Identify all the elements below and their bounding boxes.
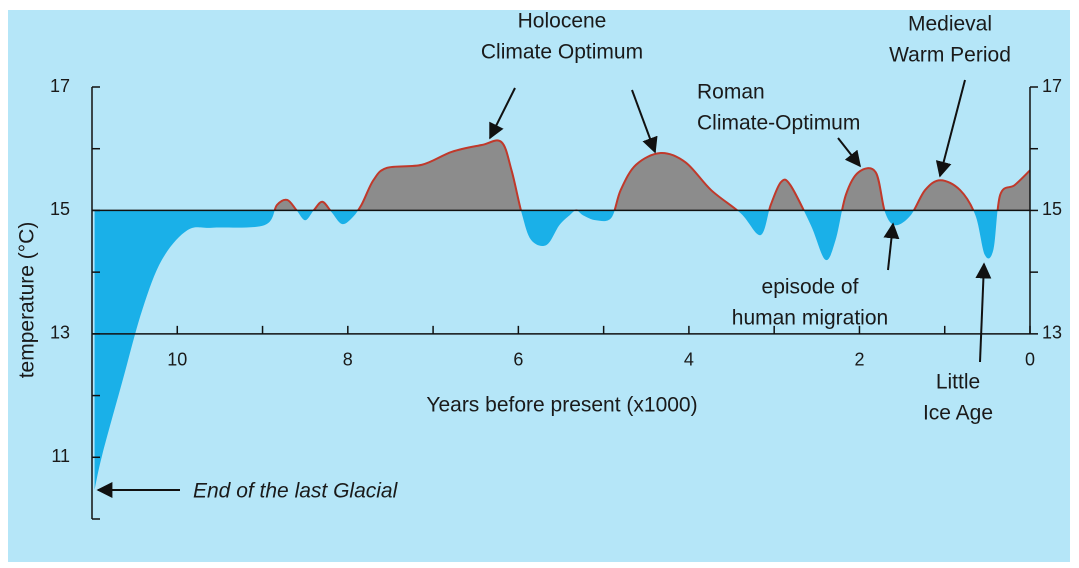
annotation: End of the last Glacial [193,480,399,503]
annotation: Climate Optimum [481,41,643,64]
annotation: human migration [732,307,888,330]
annotation-arrow [883,222,900,271]
area-above [274,140,1030,211]
y2-tick-label: 17 [1042,76,1062,96]
y-tick-label: 11 [51,446,70,466]
x-tick-label: 6 [513,350,523,370]
x-tick-label: 10 [167,350,187,370]
y-axis-label: temperature (°C) [16,222,39,379]
y2-tick-label: 15 [1042,199,1062,219]
annotation: Little [936,371,980,394]
y-tick-label: 13 [50,323,70,343]
annotation-arrow [631,89,658,154]
annotation-arrow [837,137,861,168]
annotation-arrow [489,87,516,140]
annotation: Climate-Optimum [697,112,860,135]
x-tick-label: 4 [684,350,694,370]
annotation-arrow [935,79,966,178]
y-tick-label: 15 [50,199,70,219]
x-tick-label: 0 [1025,350,1035,370]
x-axis-label: Years before present (x1000) [426,394,697,417]
x-tick-label: 2 [854,350,864,370]
annotation: Ice Age [923,402,993,425]
annotation: Medieval [908,13,992,36]
background [8,10,1070,562]
x-tick-label: 8 [343,350,353,370]
annotation: Roman [697,81,765,104]
annotation-arrow [975,262,992,363]
annotation: episode of [762,276,859,299]
annotation: Holocene [518,10,607,33]
y-tick-label: 17 [50,76,70,96]
annotation: Warm Period [889,44,1011,67]
y2-tick-label: 13 [1042,323,1062,343]
